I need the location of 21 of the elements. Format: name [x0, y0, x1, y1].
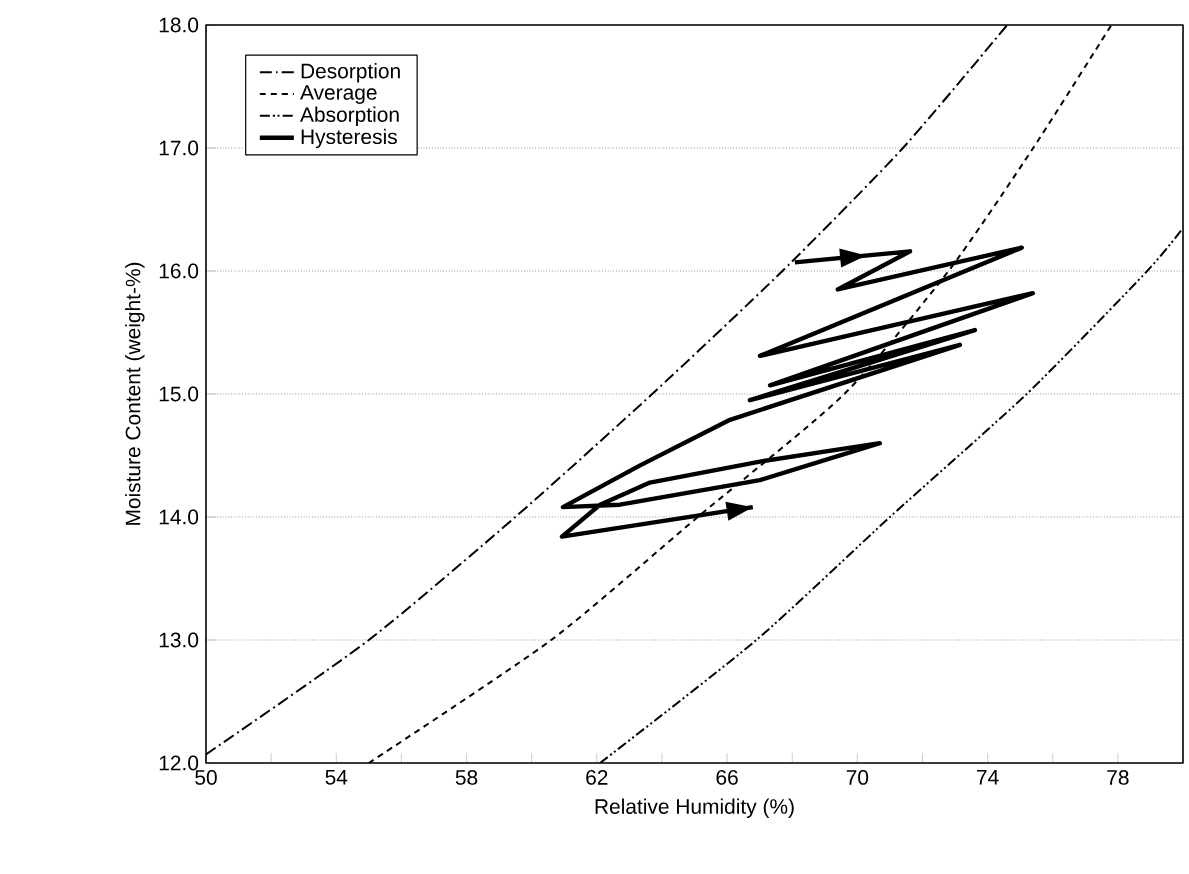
- legend-label: Average: [300, 85, 377, 104]
- x-tick-label: 58: [455, 770, 478, 785]
- legend-label: Desorption: [301, 63, 400, 83]
- x-tick-label: 66: [716, 770, 738, 785]
- legend-label: Absorption: [300, 106, 399, 127]
- x-tick-label: 62: [586, 770, 608, 785]
- y-tick-label: 17.0: [159, 140, 199, 156]
- x-tick-label: 74: [977, 770, 999, 785]
- x-tick-label: 54: [325, 770, 348, 785]
- y-tick-label: 13.0: [159, 632, 199, 648]
- y-tick-label: 15.0: [159, 386, 199, 402]
- legend-label: Hysteresis: [301, 128, 397, 149]
- y-axis-title: Moisture Content (weight-%): [125, 262, 145, 525]
- x-tick-label: 70: [846, 770, 869, 785]
- x-tick-label: 50: [195, 770, 217, 785]
- x-tick-label: 78: [1107, 770, 1129, 785]
- y-tick-label: 16.0: [159, 263, 199, 279]
- y-tick-label: 14.0: [159, 509, 199, 525]
- x-axis-title: Relative Humidity (%): [595, 798, 794, 819]
- y-tick-label: 12.0: [159, 755, 199, 771]
- y-tick-label: 18.0: [159, 17, 199, 33]
